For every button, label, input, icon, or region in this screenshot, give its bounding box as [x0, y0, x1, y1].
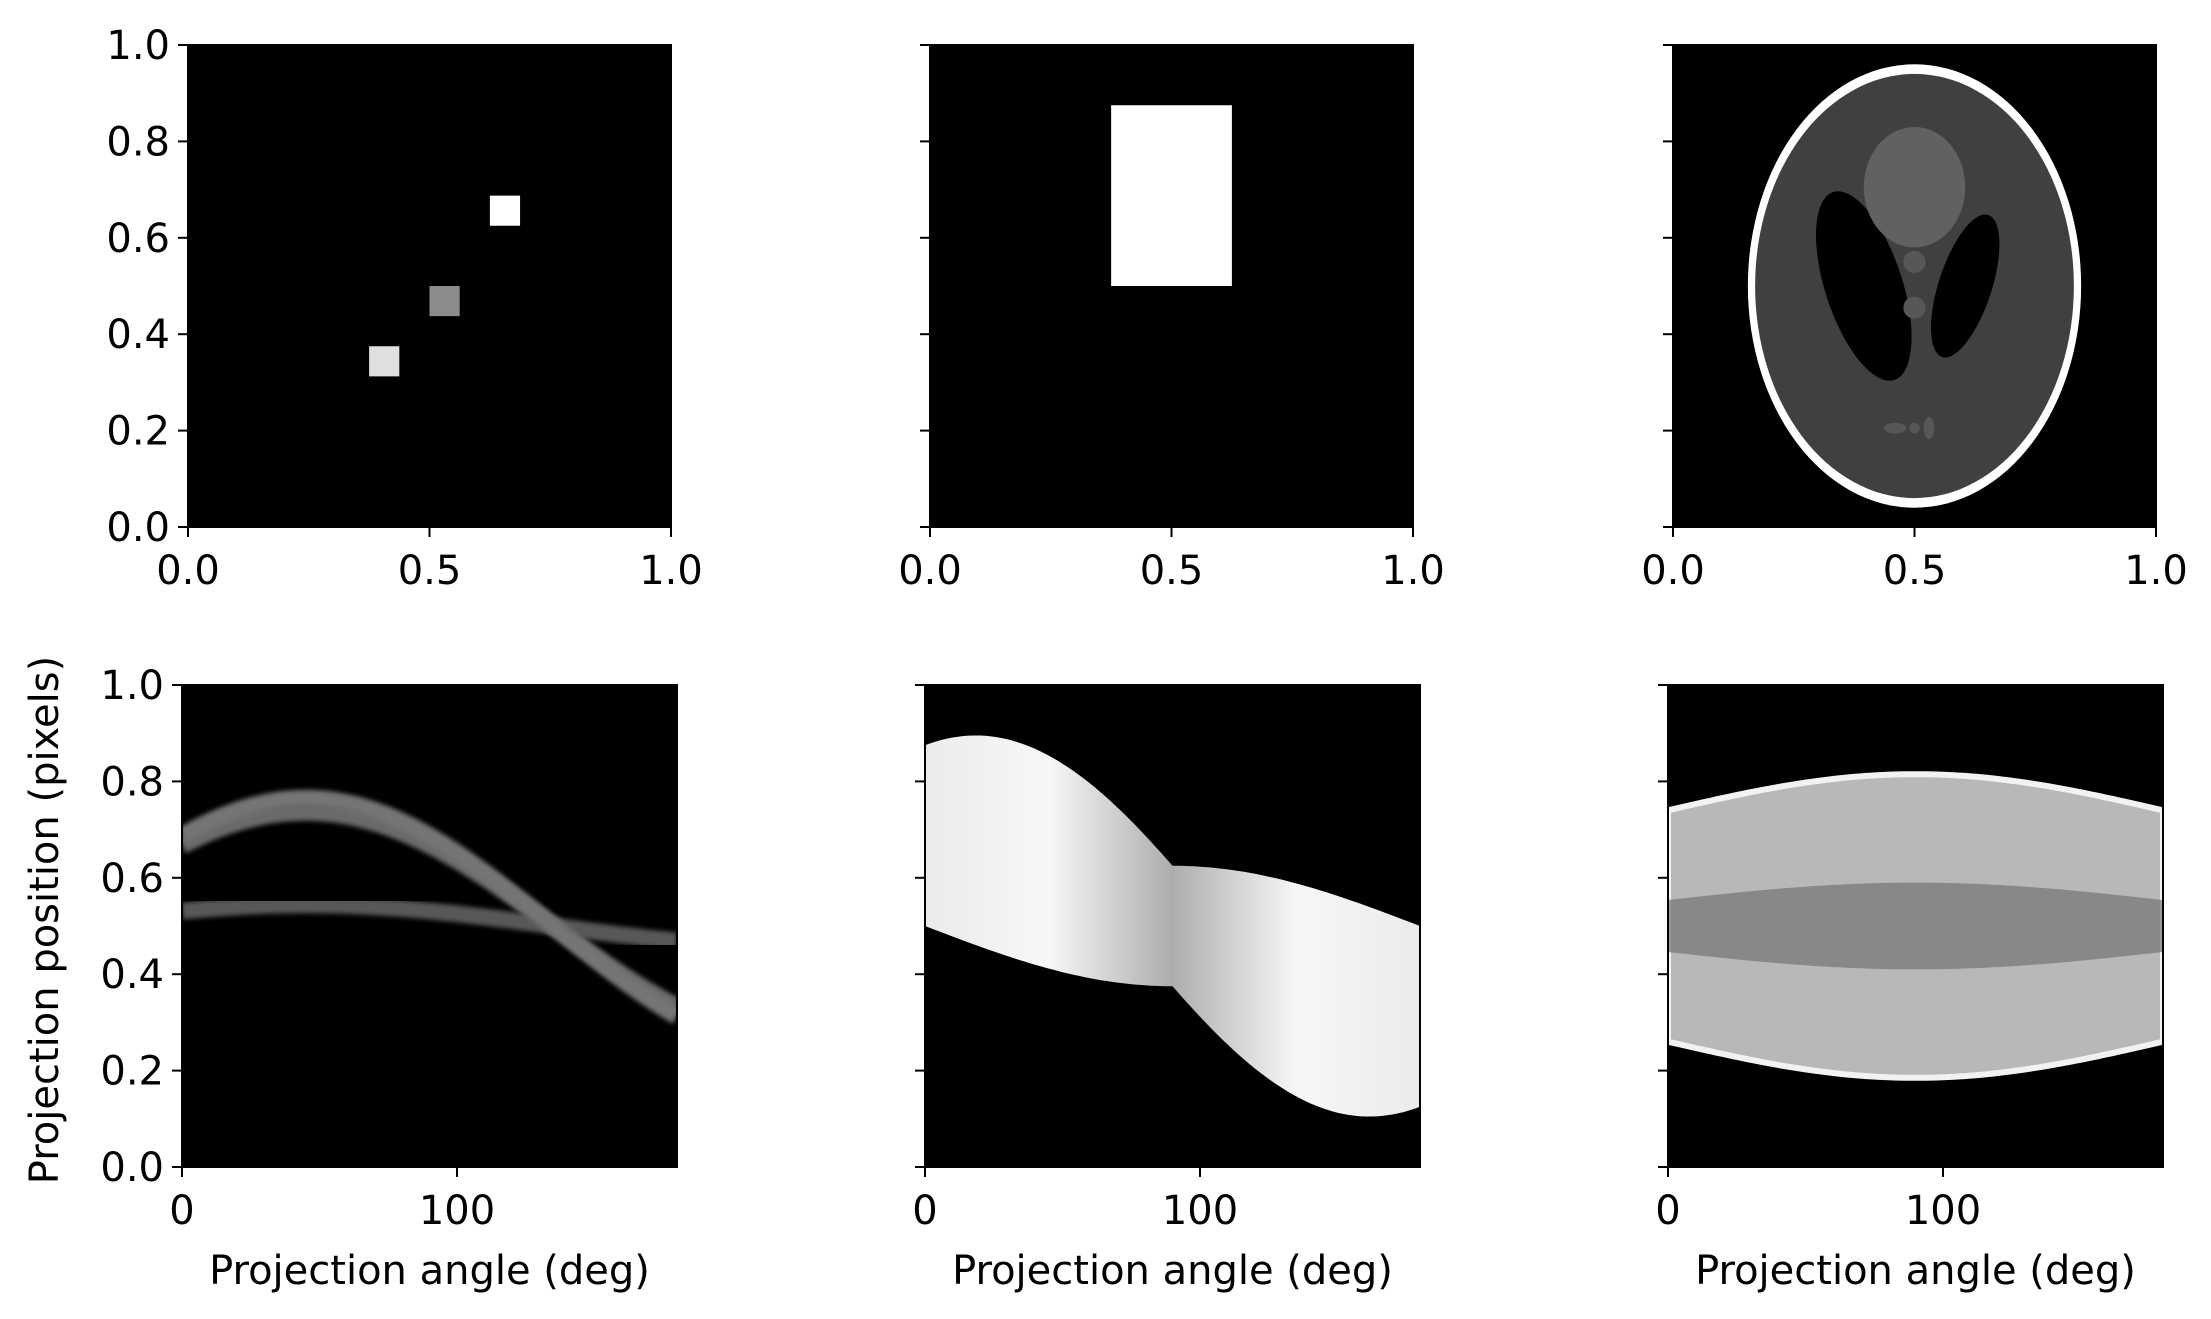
panel-sinogram-points: 0 100 0.0 0.2 0.4 0.6 0.8 1.0 Projection angle (…	[100, 663, 678, 1294]
phantom-ellipse	[1884, 422, 1907, 434]
y-tick-label: 0.2	[106, 409, 170, 455]
x-tick-label: 100	[1162, 1188, 1238, 1234]
x-tick-label: 0	[912, 1188, 937, 1234]
image-square	[369, 346, 400, 377]
axes-frame	[924, 684, 1421, 1168]
y-tick-label: 0.6	[106, 216, 170, 262]
x-axis-label: Projection angle (deg)	[1695, 1248, 2136, 1294]
x-tick-label: 1.0	[2124, 548, 2188, 594]
x-tick-label: 100	[1905, 1188, 1981, 1234]
x-tick-label: 0.0	[898, 548, 962, 594]
y-tick-label: 0.6	[100, 856, 164, 902]
plot-area	[188, 45, 671, 527]
y-tick-label: 0.0	[106, 505, 170, 551]
shared-y-axis-label: Projection position (pixels)	[22, 656, 68, 1184]
panel-image-phantom: 0.0 0.5 1.0	[1641, 44, 2188, 594]
panel-image-rectangle: 0.0 0.5 1.0	[898, 44, 1445, 594]
panel-sinogram-phantom: 0 100 Projection angle (deg)	[1655, 684, 2164, 1294]
image-square	[489, 195, 521, 226]
plot-area	[1673, 45, 2156, 527]
x-axis-label: Projection angle (deg)	[952, 1248, 1393, 1294]
y-tick-label: 0.8	[100, 759, 164, 805]
phantom-ellipse	[1816, 191, 1912, 381]
x-axis-label: Projection angle (deg)	[209, 1248, 650, 1294]
plot-area	[1668, 685, 2163, 1167]
panel-sinogram-rectangle: 0 100 Projection angle (deg)	[912, 684, 1421, 1294]
axes-frame	[1667, 684, 2164, 1168]
y-tick-label: 1.0	[100, 663, 164, 709]
x-tick-label: 1.0	[1381, 548, 1445, 594]
x-tick-label: 1.0	[639, 548, 703, 594]
panel-image-points: 0.0 0.5 1.0 0.0 0.2 0.4 0.6 0.8 1.0	[106, 23, 702, 594]
sinogram-band	[925, 735, 1420, 1117]
phantom-ellipse	[1903, 296, 1926, 319]
phantom-ellipse	[1903, 250, 1926, 273]
image-rectangle	[1111, 105, 1232, 286]
y-tick-label: 0.8	[106, 119, 170, 165]
y-tick-label: 1.0	[106, 23, 170, 69]
sinogram-trace	[182, 896, 677, 950]
sinogram-inner-band	[1668, 882, 2163, 970]
x-tick-label: 0.5	[1883, 548, 1947, 594]
sinogram-trace	[182, 789, 677, 1024]
x-tick-label: 100	[419, 1188, 495, 1234]
x-tick-label: 0	[1655, 1188, 1680, 1234]
image-square	[429, 286, 460, 317]
plot-area	[930, 45, 1413, 527]
panels: 0.0 0.5 1.00.00.20.40.60.81.00.0 0.5 1.0 0.0 0…	[100, 23, 2187, 1294]
phantom-ellipse	[1930, 214, 2000, 358]
phantom-ellipse	[1923, 417, 1935, 440]
plot-area	[182, 685, 677, 1167]
phantom-ellipse	[1909, 422, 1920, 434]
x-tick-label: 0.0	[156, 548, 220, 594]
plot-area	[925, 685, 1420, 1167]
x-tick-label: 0.0	[1641, 548, 1705, 594]
x-tick-label: 0.5	[398, 548, 462, 594]
y-tick-label: 0.4	[100, 952, 164, 998]
y-tick-label: 0.0	[100, 1145, 164, 1191]
phantom-ellipse	[1755, 73, 2074, 499]
y-tick-label: 0.2	[100, 1049, 164, 1095]
x-tick-label: 0	[169, 1188, 194, 1234]
phantom-ellipse	[1863, 126, 1966, 248]
x-tick-label: 0.5	[1140, 548, 1204, 594]
y-tick-label: 0.4	[106, 312, 170, 358]
axes-frame	[181, 684, 678, 1168]
